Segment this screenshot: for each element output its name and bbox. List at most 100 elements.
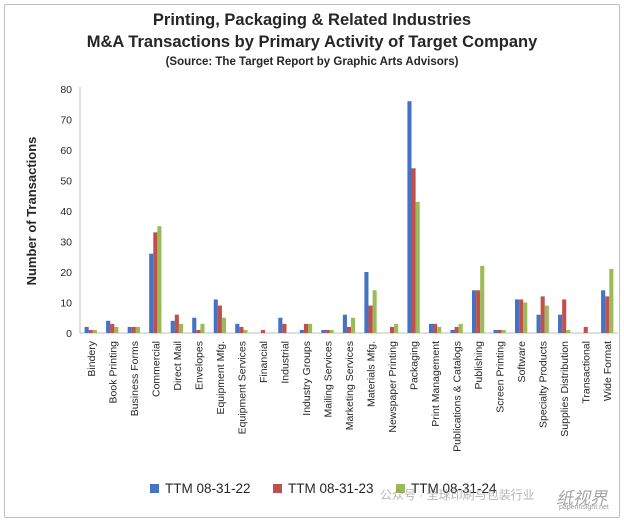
legend-label: TTM 08-31-22 (165, 481, 251, 496)
legend-label: TTM 08-31-23 (288, 481, 374, 496)
y-tick-label: 70 (60, 115, 72, 127)
bar-1-11 (325, 329, 330, 333)
bar-1-23 (583, 326, 588, 333)
chart-source: (Source: The Target Report by Graphic Ar… (165, 56, 459, 68)
bar-1-12 (346, 326, 352, 333)
y-tick-label: 50 (60, 176, 72, 188)
x-tick-label: Transactional (581, 341, 593, 404)
chart-subtitle: M&A Transactions by Primary Activity of … (86, 33, 538, 51)
x-tick-label: Industry Groups (301, 341, 313, 416)
bar-2-15 (415, 201, 420, 333)
x-tick-label: Direct Mail (172, 341, 184, 391)
bar-2-14 (394, 323, 399, 333)
bar-0-17 (450, 329, 455, 333)
bar-2-20 (523, 302, 528, 333)
bar-0-21 (536, 314, 541, 333)
x-tick-label: Book Printing (107, 341, 119, 404)
bar-2-22 (566, 329, 571, 333)
bar-1-6 (217, 305, 222, 333)
bar-2-13 (372, 290, 377, 333)
x-tick-label: Financial (258, 341, 270, 383)
bar-0-16 (428, 323, 434, 333)
bar-1-3 (153, 232, 158, 333)
bar-2-6 (221, 317, 227, 333)
bar-2-16 (437, 326, 442, 333)
bar-0-15 (407, 101, 412, 333)
y-tick-label: 30 (60, 237, 72, 249)
bar-1-1 (110, 323, 115, 333)
bar-2-1 (114, 326, 119, 333)
bar-2-21 (544, 305, 549, 333)
bar-0-1 (106, 320, 111, 333)
bar-2-10 (308, 323, 313, 333)
bar-0-22 (558, 314, 563, 333)
bar-0-13 (364, 272, 369, 333)
bar-0-24 (601, 290, 606, 333)
x-tick-label: Business Forms (129, 341, 141, 416)
bar-0-20 (515, 299, 520, 333)
bar-1-21 (540, 296, 545, 333)
y-tick-label: 0 (66, 328, 72, 340)
bar-0-3 (149, 253, 154, 333)
x-tick-label: Bindery (86, 340, 98, 376)
bar-1-14 (389, 326, 395, 333)
bar-2-3 (157, 226, 162, 333)
chart-title: Printing, Packaging & Related Industries (152, 11, 472, 29)
bar-2-12 (351, 317, 356, 333)
bar-1-24 (605, 296, 610, 333)
bar-0-4 (170, 320, 175, 333)
x-tick-label: Publications & Catalogs (452, 341, 464, 452)
bar-0-11 (321, 329, 326, 333)
legend-item: TTM 08-31-22 (150, 481, 251, 496)
bar-2-11 (329, 329, 334, 333)
bar-1-20 (519, 299, 524, 333)
bar-2-7 (243, 329, 248, 333)
watermark-logo: 纸视界 (556, 489, 607, 508)
bar-0-18 (471, 290, 477, 333)
bar-1-15 (411, 168, 416, 333)
x-tick-label: Supplies Distribution (559, 341, 571, 437)
legend-item: TTM 08-31-23 (273, 481, 374, 496)
x-tick-label: Software (516, 341, 528, 383)
chart-frame (4, 4, 620, 518)
legend-swatch (273, 484, 282, 493)
bar-1-9 (282, 323, 287, 333)
bar-2-17 (458, 323, 463, 333)
x-tick-label: Equipment Mfg. (215, 341, 227, 415)
y-axis-label: Number of Transactions (24, 137, 39, 286)
bar-0-9 (278, 317, 283, 333)
x-tick-label: Mailing Services (322, 341, 334, 417)
y-tick-label: 40 (60, 206, 72, 218)
bar-1-2 (131, 326, 136, 333)
x-tick-label: Wide Format (602, 341, 614, 401)
bar-0-5 (192, 317, 197, 333)
x-tick-label: Commercial (150, 341, 162, 397)
x-tick-label: Marketing Services (344, 341, 356, 430)
bar-2-24 (609, 268, 614, 333)
y-tick-label: 20 (60, 267, 72, 279)
y-tick-label: 80 (60, 84, 72, 96)
bar-0-19 (493, 329, 498, 333)
bar-0-6 (213, 299, 218, 333)
bar-2-18 (480, 265, 485, 333)
x-tick-label: Industrial (279, 341, 291, 384)
bar-1-16 (433, 323, 438, 333)
x-tick-label: Screen Printing (495, 341, 507, 413)
bar-1-17 (454, 326, 459, 333)
x-tick-label: Materials Mfg. (366, 341, 378, 407)
x-tick-label: Packaging (409, 341, 421, 390)
x-tick-label: Newspaper Printing (387, 341, 399, 433)
x-tick-label: Equipment Services (236, 341, 248, 434)
x-tick-label: Specialty Products (538, 341, 550, 428)
x-tick-label: Print Management (430, 341, 442, 427)
y-tick-label: 60 (60, 145, 72, 157)
bar-2-4 (178, 323, 183, 333)
legend-label: TTM 08-31-24 (411, 481, 497, 496)
x-tick-label: Envelopes (193, 341, 205, 390)
bar-0-2 (127, 326, 132, 333)
bar-2-0 (92, 329, 97, 333)
bar-1-19 (497, 329, 502, 333)
bar-1-5 (196, 329, 201, 333)
bar-2-5 (200, 323, 205, 333)
bar-2-2 (135, 326, 140, 333)
